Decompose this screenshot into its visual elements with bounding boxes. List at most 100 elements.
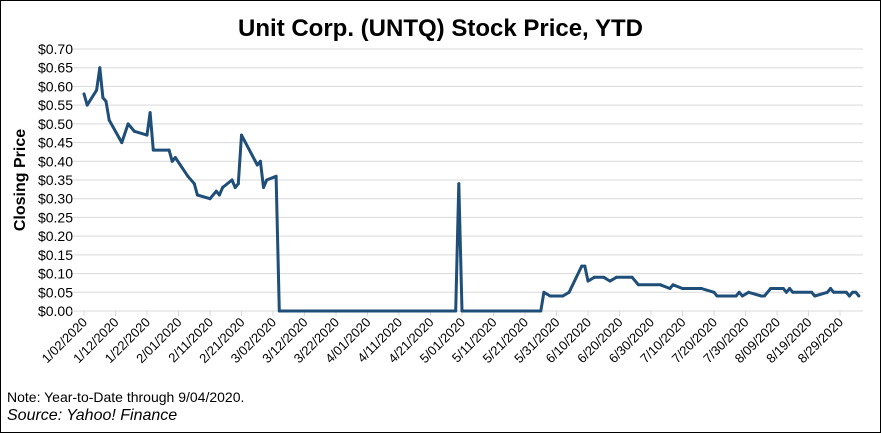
data-point [230, 178, 234, 182]
data-point [759, 294, 763, 298]
data-point [681, 287, 684, 291]
data-point [608, 279, 612, 283]
data-point [586, 279, 590, 283]
data-point [265, 178, 269, 182]
data-point [810, 290, 814, 294]
y-tick-label: $0.15 [38, 247, 73, 263]
y-tick-label: $0.10 [38, 266, 73, 282]
data-point [737, 290, 741, 294]
data-point [148, 111, 152, 115]
data-point [630, 275, 634, 279]
data-point [170, 159, 174, 163]
data-point [769, 287, 773, 291]
data-point [851, 290, 855, 294]
data-point [542, 290, 546, 294]
data-point [781, 287, 785, 291]
data-point [82, 92, 86, 96]
y-axis-label: Closing Price [12, 129, 29, 231]
data-point [857, 294, 861, 298]
data-point [236, 182, 240, 186]
data-point [457, 182, 461, 186]
y-tick-label: $0.45 [38, 135, 73, 151]
data-point [829, 287, 833, 291]
data-point [636, 283, 640, 287]
y-tick-label: $0.60 [38, 78, 73, 94]
chart-note: Note: Year-to-Date through 9/04/2020. [7, 389, 245, 405]
data-point [539, 309, 543, 313]
data-point [262, 185, 266, 189]
data-point [847, 294, 851, 298]
data-point [173, 156, 177, 160]
y-tick-label: $0.50 [38, 116, 73, 132]
data-point [454, 309, 458, 313]
y-tick-label: $0.35 [38, 172, 73, 188]
chart-title: Unit Corp. (UNTQ) Stock Price, YTD [238, 15, 643, 42]
data-point [101, 96, 105, 100]
data-point [258, 159, 262, 163]
y-tick-label: $0.40 [38, 153, 73, 169]
data-point [592, 275, 596, 279]
data-point [602, 275, 606, 279]
data-point [583, 264, 587, 268]
data-point [85, 103, 89, 107]
data-point [151, 148, 155, 152]
data-point [192, 182, 196, 186]
data-point [233, 185, 237, 189]
data-point [671, 283, 675, 287]
price-line [82, 66, 861, 313]
data-point [762, 294, 766, 298]
data-point [561, 294, 565, 298]
data-point [167, 148, 171, 152]
data-point [104, 99, 108, 103]
data-point [274, 174, 278, 178]
y-tick-label: $0.30 [38, 191, 73, 207]
data-point [791, 290, 795, 294]
data-point [668, 287, 672, 291]
data-point [95, 88, 99, 92]
data-point [120, 141, 124, 145]
y-tick-label: $0.05 [38, 284, 73, 300]
data-point [208, 197, 212, 201]
data-point [126, 122, 130, 126]
y-tick-label: $0.70 [38, 41, 73, 57]
data-point [277, 309, 281, 313]
data-point [240, 133, 243, 137]
data-point [580, 264, 584, 268]
y-tick-label: $0.20 [38, 228, 73, 244]
data-point [699, 287, 703, 291]
data-point [255, 163, 259, 167]
data-point [195, 193, 199, 197]
data-point [740, 294, 744, 298]
data-point [747, 290, 751, 294]
y-tick-label: $0.65 [38, 60, 73, 76]
data-point [214, 189, 218, 193]
data-point [832, 290, 836, 294]
data-point [658, 283, 662, 287]
y-tick-label: $0.00 [38, 303, 73, 319]
data-point [221, 185, 225, 189]
data-point [460, 309, 464, 313]
y-tick-label: $0.25 [38, 209, 73, 225]
data-point [98, 66, 102, 70]
data-point [186, 174, 190, 178]
data-point [813, 294, 817, 298]
data-point [548, 294, 552, 298]
data-point [854, 290, 858, 294]
data-point [614, 275, 618, 279]
data-point [734, 294, 738, 298]
data-point [712, 290, 716, 294]
data-point [715, 294, 719, 298]
data-point [217, 193, 221, 197]
data-point [107, 118, 111, 122]
data-point [784, 290, 788, 294]
data-point [145, 133, 149, 137]
data-point [788, 287, 792, 291]
data-point [825, 290, 829, 294]
y-tick-label: $0.55 [38, 97, 73, 113]
chart-source: Source: Yahoo! Finance [7, 407, 178, 424]
data-point [132, 129, 136, 133]
data-point [844, 290, 848, 294]
data-point [567, 290, 571, 294]
